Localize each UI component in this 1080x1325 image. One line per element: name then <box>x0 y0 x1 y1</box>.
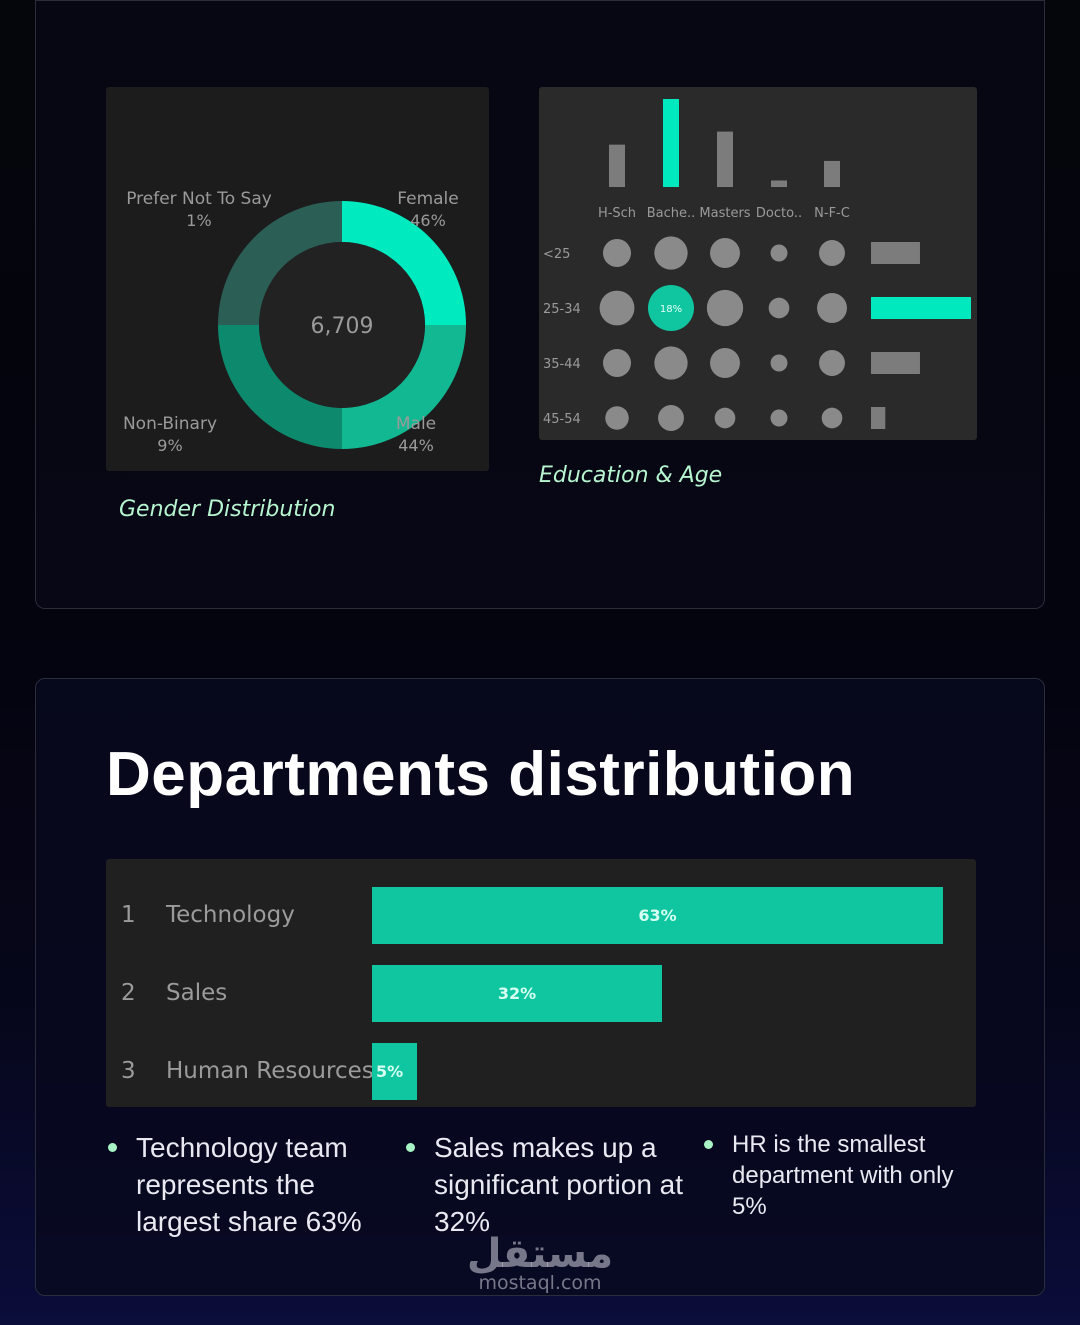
edu-bar-4 <box>824 160 840 187</box>
departments-bar-panel: 1 Technology 63% 2 Sales 32% 3 Human Resources 5… <box>106 859 976 1107</box>
age-bar-0 <box>871 242 920 264</box>
bubble-3-4 <box>821 407 843 429</box>
departments-title: Departments distribution <box>106 740 856 809</box>
insight-hr: HR is the smallest department with only … <box>704 1129 982 1222</box>
donut-slice-prefer-not-to-say <box>218 201 342 325</box>
donut-slice-female <box>342 201 466 325</box>
bubble-0-4 <box>819 240 845 266</box>
age-tick-1: 25-34 <box>543 302 581 317</box>
age-tick-3: 45-54 <box>543 412 581 427</box>
bubble-3-0 <box>605 406 629 430</box>
age-tick-2: 35-44 <box>543 357 581 372</box>
gender-donut-chart: 6,709 <box>218 201 466 449</box>
bubble-0-2 <box>710 238 740 268</box>
bubble-2-1 <box>654 346 688 380</box>
edu-bar-2 <box>717 131 733 187</box>
bubble-2-4 <box>819 350 845 376</box>
watermark-arabic: مستقل <box>466 1231 614 1277</box>
edu-tick-3: Docto.. <box>756 206 802 221</box>
education-age-chart: H-Sch Bache.. Masters Docto.. N-F-C <25 25-34 3… <box>543 99 971 431</box>
dept-rank-3: 3 <box>121 1058 136 1084</box>
age-bar-1 <box>871 297 971 319</box>
dept-bar-1: 63% <box>372 887 943 944</box>
dept-rank-1: 1 <box>121 902 136 928</box>
bubble-3-2 <box>714 407 736 429</box>
edu-bar-1 <box>663 99 679 187</box>
label-male: Male 44% <box>395 414 437 455</box>
gender-caption: Gender Distribution <box>119 497 336 522</box>
demographics-card: 6,709 Prefer Not To Say 1% Female 46% No… <box>35 0 1045 609</box>
bubble-1-0 <box>599 290 635 326</box>
insight-technology: Technology team represents the largest s… <box>108 1129 386 1240</box>
dept-name-3: Human Resources <box>166 1058 374 1084</box>
donut-total-label: 6,709 <box>311 314 374 339</box>
bubble-1-2 <box>706 289 744 327</box>
bubble-1-1 <box>648 285 694 331</box>
gender-donut-panel: 6,709 Prefer Not To Say 1% Female 46% No… <box>106 87 489 471</box>
edu-tick-4: N-F-C <box>814 206 850 221</box>
education-age-panel: H-Sch Bache.. Masters Docto.. N-F-C <25 25-34 3… <box>539 87 977 440</box>
dept-name-1: Technology <box>166 902 295 928</box>
edu-tick-0: H-Sch <box>598 206 636 221</box>
bubble-3-3 <box>770 409 788 427</box>
edu-bar-3 <box>771 180 787 187</box>
bubble-highlight-label: 18% <box>660 304 682 315</box>
watermark-latin: mostaql.com <box>478 1272 602 1294</box>
dept-name-2: Sales <box>166 980 228 1006</box>
edu-tick-1: Bache.. <box>647 206 696 221</box>
donut-slice-non-binary <box>218 325 342 449</box>
bubble-2-0 <box>602 348 632 378</box>
bubble-3-1 <box>658 405 684 431</box>
dept-rank-2: 2 <box>121 980 136 1006</box>
age-bar-3 <box>871 407 886 429</box>
label-prefer-not-to-say: Prefer Not To Say 1% <box>126 189 272 230</box>
insight-sales: Sales makes up a significant portion at … <box>406 1129 689 1240</box>
dept-bar-2: 32% <box>372 965 663 1022</box>
bubble-2-2 <box>710 348 740 378</box>
bubble-0-3 <box>770 244 788 262</box>
bubble-2-3 <box>770 354 788 372</box>
donut-slice-male <box>342 325 466 449</box>
bubble-1-3 <box>768 297 790 319</box>
edu-tick-2: Masters <box>699 206 750 221</box>
edu-bar-0 <box>609 144 625 187</box>
dept-bar-3: 5% <box>372 1043 418 1100</box>
age-bar-2 <box>871 352 920 374</box>
education-caption: Education & Age <box>539 463 723 488</box>
bubble-0-1 <box>654 236 688 270</box>
bubble-0-0 <box>602 238 632 268</box>
bubble-1-4 <box>817 293 847 323</box>
label-female: Female 46% <box>397 189 459 230</box>
label-non-binary: Non-Binary 9% <box>122 414 218 455</box>
mostaql-watermark: مستقل mostaql.com <box>458 1232 622 1294</box>
donut-hole <box>259 242 425 408</box>
age-tick-0: <25 <box>543 247 570 262</box>
departments-card: Departments distribution 1 Technology 63% 2… <box>35 678 1045 1296</box>
